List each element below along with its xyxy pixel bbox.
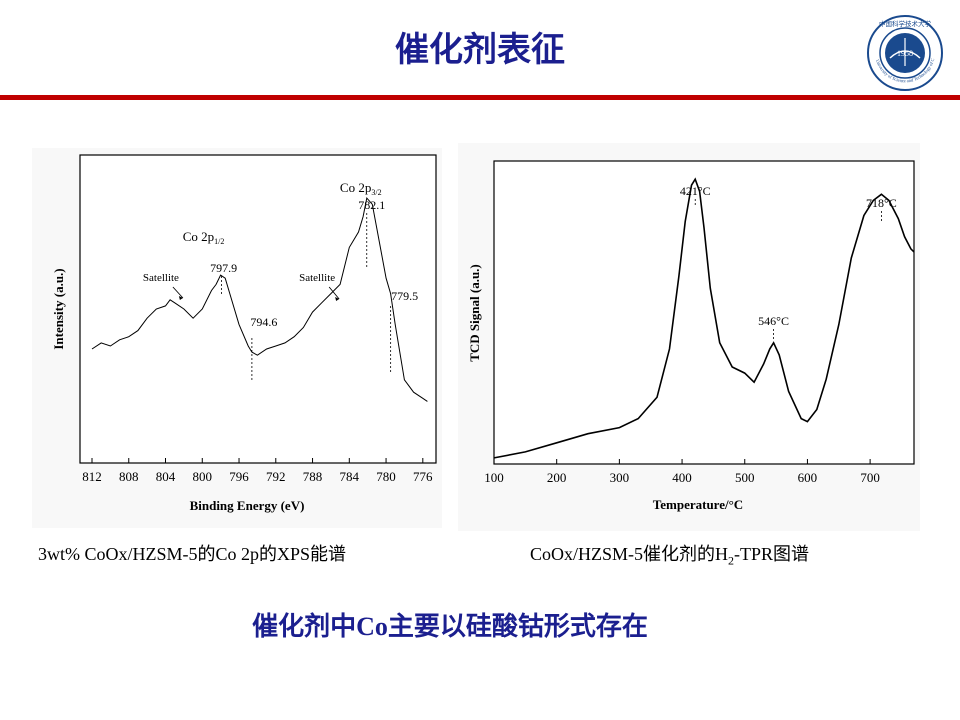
chart-annotation: Co 2p1/2 <box>183 229 225 246</box>
conclusion-prefix: 催化剂中 <box>252 612 357 642</box>
x-tick-label: 796 <box>229 469 249 484</box>
tpr-chart-panel: 100 200 300 400 500 600 700 421°C 546°C 718°C Te… <box>458 143 920 531</box>
x-tick-label: 784 <box>340 469 360 484</box>
logo-top-text: 中国科学技术大学 <box>879 19 932 28</box>
x-tick-label: 788 <box>303 469 323 484</box>
x-tick-label: 200 <box>547 470 567 485</box>
xps-x-axis-label: Binding Energy (eV) <box>190 498 305 513</box>
x-tick-label: 100 <box>484 470 504 485</box>
x-tick-label: 780 <box>376 469 396 484</box>
conclusion-text: 催化剂中Co主要以硅酸钴形式存在 <box>0 606 900 643</box>
conclusion-element: Co <box>356 612 388 641</box>
x-tick-label: 792 <box>266 469 286 484</box>
xps-spectrum-line <box>91 197 428 402</box>
tpr-plot-area <box>493 160 915 465</box>
chart-annotation: Satellite <box>299 272 335 284</box>
tpr-caption-sub: 2 <box>728 553 735 568</box>
annotation-arrow <box>328 286 340 300</box>
x-tick-label: 812 <box>82 469 102 484</box>
x-tick-label: 776 <box>413 469 433 484</box>
tpr-signal-line <box>493 177 915 459</box>
x-tick-label: 400 <box>672 470 692 485</box>
xps-plot-area <box>79 154 437 464</box>
xps-y-axis-label: Intensity (a.u.) <box>51 268 66 349</box>
chart-annotation: Co 2p3/2 <box>340 180 382 197</box>
chart-annotation: 794.6 <box>250 315 277 329</box>
tpr-caption-prefix: CoOx/HZSM-5催化剂的H <box>530 544 729 564</box>
x-tick-label: 800 <box>193 469 213 484</box>
tpr-y-axis-label: TCD Signal (a.u.) <box>467 264 482 362</box>
tpr-x-axis-label: Temperature/°C <box>653 497 743 512</box>
x-tick-label: 700 <box>860 470 880 485</box>
x-tick-label: 600 <box>798 470 818 485</box>
annotation-arrow <box>172 286 184 299</box>
x-tick-label: 500 <box>735 470 755 485</box>
x-tick-label: 804 <box>156 469 176 484</box>
x-tick-label: 808 <box>119 469 139 484</box>
chart-annotation: Satellite <box>143 272 179 284</box>
tpr-caption: CoOx/HZSM-5催化剂的H2-TPR图谱 <box>530 540 809 569</box>
tpr-caption-suffix: -TPR图谱 <box>734 544 810 564</box>
annotation-arrowhead <box>335 297 340 301</box>
xps-chart-panel: 812 808 804 800 796 792 788 784 780 776 Co 2p3/2 7… <box>32 148 442 528</box>
slide-title: 催化剂表征 <box>395 30 565 70</box>
university-logo: 1958 中国科学技术大学 University of Science and … <box>866 14 943 91</box>
annotation-arrowhead <box>178 296 183 300</box>
chart-annotation: 782.1 <box>358 198 385 212</box>
xps-chart: 812 808 804 800 796 792 788 784 780 776 Co 2p3/27… <box>51 154 437 513</box>
xps-caption: 3wt% CoOx/HZSM-5的Co 2p的XPS能谱 <box>38 544 347 564</box>
tpr-chart: 100 200 300 400 500 600 700 421°C 546°C 718°C Te… <box>467 160 915 512</box>
chart-annotation: 546°C <box>758 314 789 328</box>
title-divider <box>0 95 960 100</box>
chart-annotation: 718°C <box>866 196 897 210</box>
chart-annotation: 797.9 <box>210 261 237 275</box>
logo-year: 1958 <box>897 49 913 58</box>
chart-annotation: 779.5 <box>391 289 418 303</box>
chart-annotation: 421°C <box>680 184 711 198</box>
x-tick-label: 300 <box>610 470 630 485</box>
conclusion-suffix: 主要以硅酸钴形式存在 <box>387 612 648 642</box>
